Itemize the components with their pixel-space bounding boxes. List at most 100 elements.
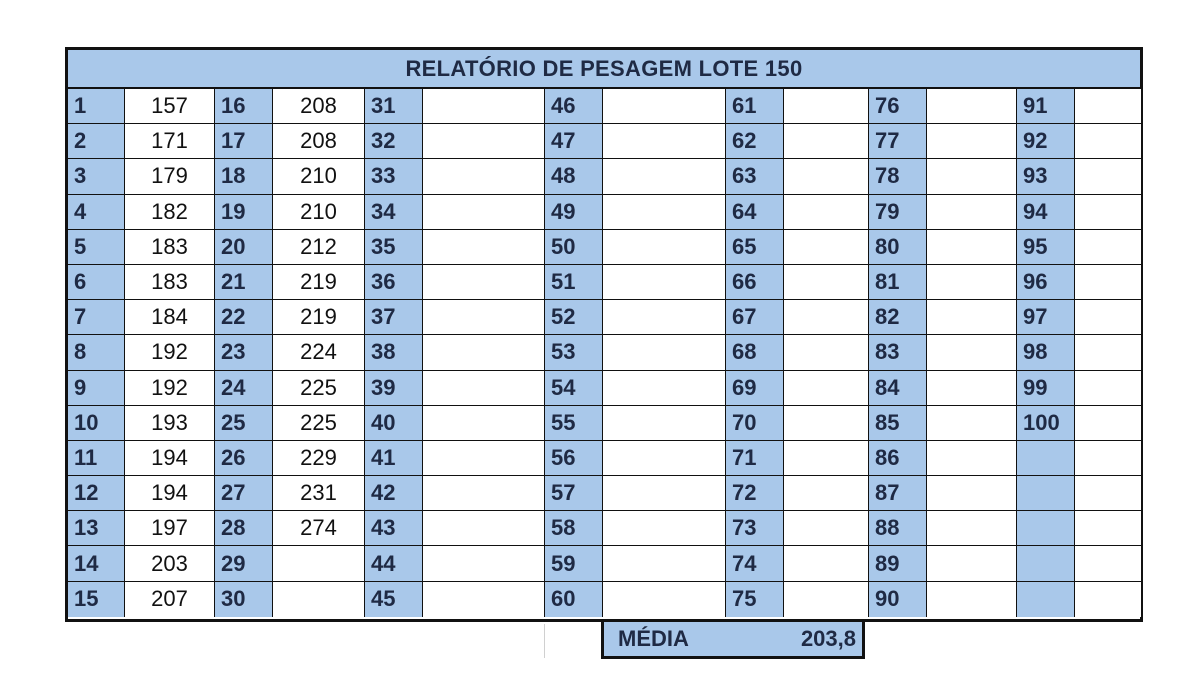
animal-number-cell: 67 (726, 300, 784, 336)
animal-number-cell: 85 (869, 405, 927, 441)
weight-cell (423, 229, 545, 265)
weight-cell (423, 335, 545, 371)
animal-number-cell: 82 (869, 300, 927, 336)
weight-cell (927, 89, 1017, 125)
animal-number-cell: 88 (869, 511, 927, 547)
weight-cell (927, 194, 1017, 230)
animal-number-cell: 7 (68, 300, 125, 336)
animal-number-cell (1017, 546, 1075, 582)
animal-number-cell: 69 (726, 370, 784, 406)
weight-cell: 274 (273, 511, 365, 547)
animal-number-cell: 20 (215, 229, 273, 265)
weight-cell (603, 229, 726, 265)
animal-number-cell: 63 (726, 159, 784, 195)
animal-number-cell: 4 (68, 194, 125, 230)
weight-cell (784, 581, 869, 617)
weight-cell: 194 (125, 440, 215, 477)
weight-cell: 212 (273, 229, 365, 265)
weight-cell (603, 581, 726, 617)
weight-cell (784, 124, 869, 160)
weight-cell (423, 546, 545, 582)
weight-cell (423, 194, 545, 230)
animal-number-cell: 33 (365, 159, 423, 195)
weight-cell: 157 (125, 89, 215, 125)
animal-number-cell: 9 (68, 370, 125, 406)
weighing-report-table: RELATÓRIO DE PESAGEM LOTE 150 1 157 16 208 3… (65, 47, 1143, 622)
weight-cell: 219 (273, 264, 365, 301)
animal-number-cell: 48 (545, 159, 603, 195)
weight-cell (784, 89, 869, 125)
animal-number-cell: 18 (215, 159, 273, 195)
animal-number-cell: 5 (68, 229, 125, 265)
animal-number-cell: 6 (68, 264, 125, 301)
weight-cell: 229 (273, 440, 365, 477)
weight-cell (927, 370, 1017, 406)
animal-number-cell: 37 (365, 300, 423, 336)
animal-number-cell: 96 (1017, 264, 1075, 301)
weight-cell (784, 405, 869, 441)
weight-cell (784, 335, 869, 371)
weight-cell (784, 159, 869, 195)
weight-cell (1075, 546, 1141, 582)
weights-grid: 1 157 16 208 31 46 61 76 91 2 171 17 208 32 47 62 77 92 3 1… (68, 89, 1141, 617)
weight-cell (603, 194, 726, 230)
average-value: 203,8 (800, 626, 856, 651)
animal-number-cell: 2 (68, 124, 125, 160)
animal-number-cell: 76 (869, 89, 927, 125)
weight-cell (1075, 370, 1141, 406)
weight-cell (423, 476, 545, 512)
weight-cell (273, 581, 365, 617)
animal-number-cell: 54 (545, 370, 603, 406)
weight-cell (423, 440, 545, 477)
weight-cell (927, 511, 1017, 547)
animal-number-cell: 46 (545, 89, 603, 125)
weight-cell: 210 (273, 159, 365, 195)
animal-number-cell: 87 (869, 476, 927, 512)
weight-cell (1075, 264, 1141, 301)
weight-cell (423, 300, 545, 336)
weight-cell (927, 229, 1017, 265)
animal-number-cell: 100 (1017, 405, 1075, 441)
animal-number-cell: 27 (215, 476, 273, 512)
weight-cell (784, 440, 869, 477)
weight-cell (1075, 335, 1141, 371)
animal-number-cell: 74 (726, 546, 784, 582)
weight-cell (784, 511, 869, 547)
weight-cell (1075, 124, 1141, 160)
animal-number-cell: 60 (545, 581, 603, 617)
animal-number-cell: 56 (545, 440, 603, 477)
animal-number-cell: 12 (68, 476, 125, 512)
animal-number-cell: 13 (68, 511, 125, 547)
animal-number-cell: 43 (365, 511, 423, 547)
weight-cell: 193 (125, 405, 215, 441)
animal-number-cell: 51 (545, 264, 603, 301)
animal-number-cell: 8 (68, 335, 125, 371)
weight-cell: 182 (125, 194, 215, 230)
animal-number-cell: 40 (365, 405, 423, 441)
weight-cell (927, 159, 1017, 195)
animal-number-cell: 22 (215, 300, 273, 336)
animal-number-cell (1017, 440, 1075, 477)
animal-number-cell: 72 (726, 476, 784, 512)
animal-number-cell: 29 (215, 546, 273, 582)
weight-cell: 231 (273, 476, 365, 512)
weight-cell: 171 (125, 124, 215, 160)
weight-cell (603, 264, 726, 301)
weight-cell: 203 (125, 546, 215, 582)
weight-cell (423, 264, 545, 301)
animal-number-cell: 25 (215, 405, 273, 441)
animal-number-cell: 24 (215, 370, 273, 406)
animal-number-cell: 10 (68, 405, 125, 441)
weight-cell (603, 335, 726, 371)
weight-cell (784, 229, 869, 265)
weight-cell (1075, 511, 1141, 547)
animal-number-cell: 95 (1017, 229, 1075, 265)
animal-number-cell: 64 (726, 194, 784, 230)
weight-cell: 225 (273, 370, 365, 406)
animal-number-cell: 80 (869, 229, 927, 265)
animal-number-cell: 42 (365, 476, 423, 512)
animal-number-cell (1017, 511, 1075, 547)
weight-cell (927, 124, 1017, 160)
weight-cell (1075, 159, 1141, 195)
animal-number-cell: 17 (215, 124, 273, 160)
